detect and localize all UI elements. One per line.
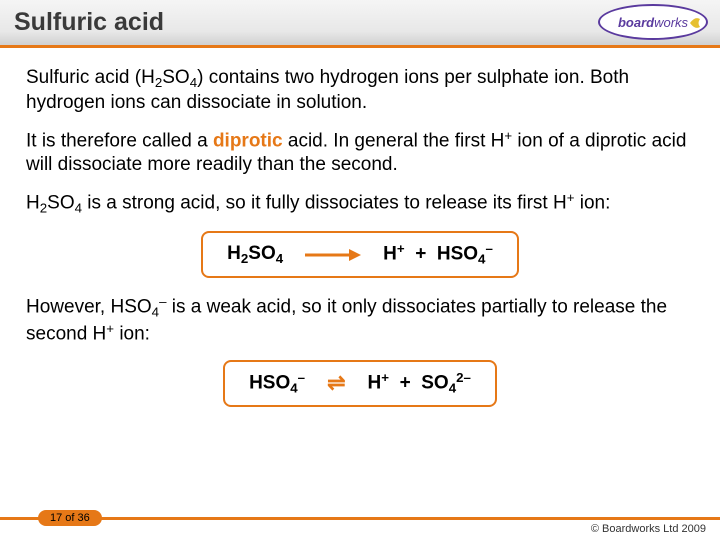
text: is a strong acid, so it fully dissociate…: [82, 193, 567, 214]
text: acid. In general the first H: [283, 131, 505, 152]
equation-2: HSO4– ⇌ H+ + SO42–: [223, 360, 497, 407]
text: ion:: [574, 193, 610, 214]
paragraph-2: It is therefore called a diprotic acid. …: [26, 128, 694, 176]
slide-title: Sulfuric acid: [14, 8, 164, 37]
slide-header: Sulfuric acid boardworks: [0, 0, 720, 48]
page-indicator: 17 of 36: [38, 510, 102, 526]
eq1-lhs: H2SO4: [227, 242, 283, 267]
paragraph-4: However, HSO4– is a weak acid, so it onl…: [26, 294, 694, 346]
boardworks-logo: boardworks: [598, 4, 708, 40]
copyright-text: © Boardworks Ltd 2009: [591, 523, 706, 535]
eq2-lhs: HSO4–: [249, 370, 305, 397]
paragraph-3: H2SO4 is a strong acid, so it fully diss…: [26, 190, 694, 217]
logo-text: boardworks: [618, 15, 688, 30]
equation-1-wrap: H2SO4 H+ + HSO4–: [26, 231, 694, 278]
eq2-rhs: H+ + SO42–: [368, 370, 471, 397]
equilibrium-icon: ⇌: [327, 370, 345, 397]
text: Sulfuric acid (H: [26, 67, 155, 88]
equation-1: H2SO4 H+ + HSO4–: [201, 231, 519, 278]
footer-accent-line: [0, 517, 720, 520]
text: However, HSO: [26, 297, 152, 318]
text: SO: [162, 67, 189, 88]
equation-2-wrap: HSO4– ⇌ H+ + SO42–: [26, 360, 694, 407]
slide-content: Sulfuric acid (H2SO4) contains two hydro…: [0, 48, 720, 407]
forward-arrow-icon: [305, 246, 361, 264]
highlight-diprotic: diprotic: [213, 131, 283, 152]
eq1-rhs: H+ + HSO4–: [383, 241, 493, 268]
logo-accent-icon: [688, 16, 702, 30]
text: It is therefore called a: [26, 131, 213, 152]
text: ion:: [114, 324, 150, 345]
text: H: [26, 193, 40, 214]
text: SO: [47, 193, 74, 214]
paragraph-1: Sulfuric acid (H2SO4) contains two hydro…: [26, 66, 694, 114]
